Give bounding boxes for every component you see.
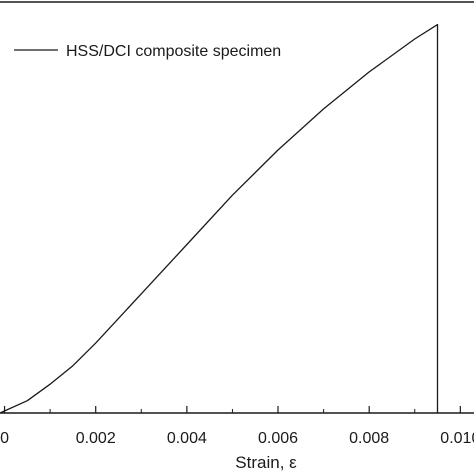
x-axis-label: Strain, ε (235, 453, 297, 472)
x-tick-label: 0.006 (258, 430, 298, 447)
series-layer (0, 23, 439, 414)
plot-frame (0, 1, 474, 414)
x-axis-ticks (3, 406, 461, 413)
x-tick-label: 0.002 (76, 430, 116, 447)
x-tick-label: 0 (0, 430, 9, 447)
legend: HSS/DCI composite specimen (14, 43, 281, 60)
series-line (0, 23, 439, 414)
x-tick-label: 0.010 (440, 430, 474, 447)
legend-label: HSS/DCI composite specimen (66, 43, 281, 60)
x-tick-label: 0.008 (349, 430, 389, 447)
x-axis-tick-labels: 0 0.002 0.004 0.006 0.008 0.010 (0, 430, 474, 447)
x-tick-label: 0.004 (167, 430, 207, 447)
